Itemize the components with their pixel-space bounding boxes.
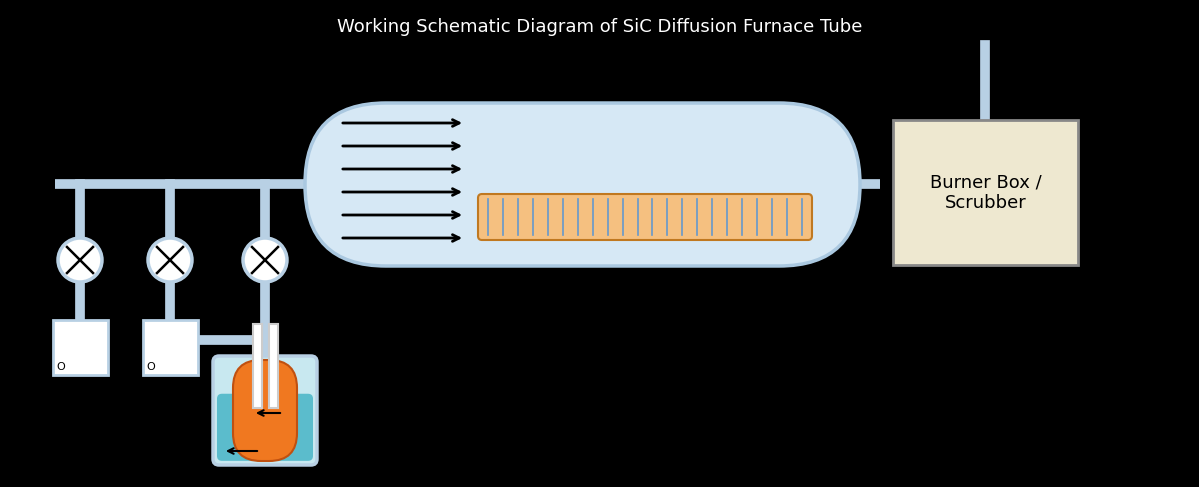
FancyBboxPatch shape xyxy=(213,356,317,465)
FancyBboxPatch shape xyxy=(305,103,860,266)
Text: O: O xyxy=(146,362,155,372)
FancyBboxPatch shape xyxy=(233,360,297,461)
Bar xyxy=(53,320,108,375)
FancyBboxPatch shape xyxy=(217,394,313,461)
Circle shape xyxy=(147,238,192,282)
Bar xyxy=(143,320,198,375)
Circle shape xyxy=(58,238,102,282)
Circle shape xyxy=(243,238,287,282)
FancyBboxPatch shape xyxy=(893,120,1078,265)
FancyBboxPatch shape xyxy=(478,194,812,240)
Text: O: O xyxy=(56,362,65,372)
Text: Working Schematic Diagram of SiC Diffusion Furnace Tube: Working Schematic Diagram of SiC Diffusi… xyxy=(337,18,862,36)
Text: Burner Box /
Scrubber: Burner Box / Scrubber xyxy=(929,173,1042,212)
